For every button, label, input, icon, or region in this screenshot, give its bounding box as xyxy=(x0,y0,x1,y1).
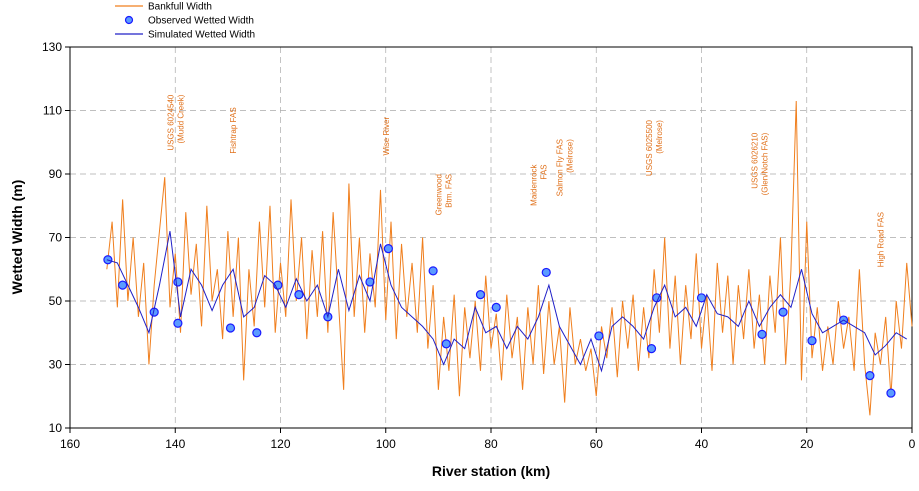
legend-label: Simulated Wetted Width xyxy=(148,30,255,41)
annotation: (Melrose) xyxy=(655,120,664,154)
annotation: (Glen/Notch FAS) xyxy=(760,132,769,195)
x-axis-title: River station (km) xyxy=(432,463,550,479)
observed-point xyxy=(428,266,438,276)
observed-point xyxy=(252,328,262,338)
x-tick-label: 120 xyxy=(270,437,290,451)
annotation: USGS 6025500 xyxy=(645,119,654,176)
annotation: Fishtrap FAS xyxy=(229,107,238,153)
y-tick-label: 10 xyxy=(49,421,63,435)
x-tick-label: 60 xyxy=(590,437,604,451)
annotation: (Melrose) xyxy=(566,139,575,173)
observed-point xyxy=(173,318,183,328)
observed-point xyxy=(807,336,817,346)
observed-point xyxy=(886,388,896,398)
annotation: (Mudd Creek) xyxy=(176,94,185,143)
x-tick-label: 40 xyxy=(695,437,709,451)
y-tick-label: 130 xyxy=(42,40,62,54)
annotation: Btm. FAS xyxy=(445,174,454,208)
observed-point xyxy=(594,331,604,341)
annotation: High Road FAS xyxy=(876,212,885,267)
observed-point xyxy=(865,371,875,381)
observed-point xyxy=(441,339,451,349)
observed-point xyxy=(541,267,551,278)
observed-point xyxy=(757,329,767,339)
annotation: USGS 6026210 xyxy=(750,132,759,189)
annotation: Salmon Fly FAS xyxy=(556,139,565,196)
y-axis-title: Wetted Width (m) xyxy=(9,180,25,295)
plot-frame xyxy=(69,46,913,429)
x-tick-label: 140 xyxy=(165,437,185,451)
legend-label: Bankfull Width xyxy=(148,2,212,13)
observed-point xyxy=(491,302,501,312)
legend-swatch xyxy=(124,15,134,25)
series-line xyxy=(106,100,913,416)
observed-point xyxy=(225,323,236,333)
y-tick-label: 50 xyxy=(49,294,63,308)
legend-label: Observed Wetted Width xyxy=(148,16,254,27)
y-tick-label: 90 xyxy=(49,167,63,181)
observed-point xyxy=(778,307,788,317)
y-tick-label: 110 xyxy=(43,104,62,118)
x-tick-label: 80 xyxy=(484,437,498,451)
annotation: Greenwood xyxy=(435,174,444,215)
y-tick-label: 70 xyxy=(49,231,63,245)
annotation: Wise River xyxy=(382,117,391,156)
series-line xyxy=(106,231,907,373)
observed-point xyxy=(294,290,304,300)
x-tick-label: 100 xyxy=(376,437,396,451)
observed-point xyxy=(118,280,128,290)
observed-point xyxy=(646,344,657,354)
observed-point xyxy=(173,277,183,287)
x-tick-label: 0 xyxy=(909,437,916,451)
annotation: Maidenrock xyxy=(529,163,538,205)
y-tick-label: 30 xyxy=(49,358,63,372)
annotation: USGS 6024540 xyxy=(166,94,175,151)
observed-point xyxy=(475,290,486,300)
annotation: FAS xyxy=(539,164,548,179)
x-tick-label: 160 xyxy=(60,437,80,451)
x-tick-label: 20 xyxy=(800,437,814,451)
observed-point xyxy=(383,244,393,254)
